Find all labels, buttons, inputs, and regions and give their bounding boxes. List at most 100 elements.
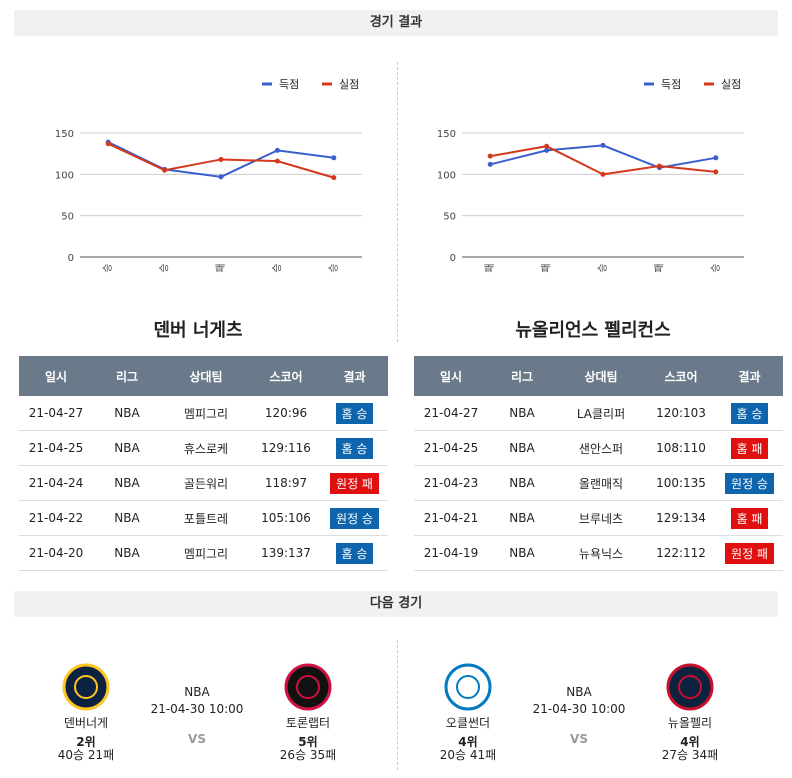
data-point (600, 142, 606, 148)
column-header: 상대팀 (161, 356, 251, 396)
cell-opponent: 골든워리 (161, 465, 251, 501)
result-badge: 홈 승 (730, 402, 769, 424)
x-tick-label: 승 (710, 263, 722, 272)
team-rank: 4위 (458, 735, 478, 749)
cell-opponent: 뉴욕닉스 (556, 535, 646, 571)
table-row: 21-04-21 NBA 브루네츠 129:134 홈 패 (414, 500, 783, 536)
cell-score: 100:135 (646, 465, 716, 501)
vs-label: VS (188, 732, 206, 746)
result-badge: 원정 승 (330, 507, 379, 529)
cell-score: 129:116 (251, 430, 321, 466)
line-chart: 0 50 100 150 승 승 패 승 승 득점 실점 (55, 78, 362, 273)
cell-result: 홈 패 (716, 500, 783, 536)
team-logo (284, 663, 332, 711)
cell-result: 홈 승 (321, 396, 388, 431)
team-short-name: 뉴올펠리 (667, 716, 713, 730)
data-point (600, 171, 606, 177)
logo-ring (666, 663, 714, 711)
team-logo (444, 663, 492, 711)
cell-result: 홈 승 (716, 396, 783, 431)
logo-ring (444, 663, 492, 711)
data-point (713, 169, 719, 175)
data-point (713, 155, 719, 161)
column-header: 리그 (488, 356, 556, 396)
data-point (162, 167, 168, 173)
legend-label: 득점 (279, 78, 299, 91)
column-header: 결과 (716, 356, 783, 396)
legend-label: 실점 (339, 78, 359, 91)
x-tick-label: 승 (159, 263, 171, 272)
team-record: 20승 41패 (439, 748, 497, 762)
cell-opponent: LA클리퍼 (556, 396, 646, 431)
result-badge: 홈 패 (730, 437, 769, 459)
logo-ring (284, 663, 332, 711)
column-header: 일시 (414, 356, 488, 396)
cell-score: 120:103 (646, 396, 716, 431)
cell-league: NBA (488, 500, 556, 536)
team-short-name: 토론랩터 (285, 716, 331, 730)
cell-score: 108:110 (646, 430, 716, 466)
cell-date: 21-04-19 (414, 535, 488, 571)
x-tick-label: 패 (653, 263, 665, 272)
section-header: 경기 결과 (14, 10, 778, 36)
logo-inner (296, 675, 320, 699)
cell-opponent: 멤피그리 (161, 535, 251, 571)
table-row: 21-04-27 NBA 멤피그리 120:96 홈 승 (19, 396, 388, 431)
cell-result: 홈 승 (321, 430, 388, 466)
cell-score: 120:96 (251, 396, 321, 431)
league: NBA (566, 685, 592, 699)
cell-opponent: 휴스로케 (161, 430, 251, 466)
series-line (489, 144, 716, 169)
table-row: 21-04-20 NBA 멤피그리 139:137 홈 승 (19, 535, 388, 571)
result-badge: 원정 패 (725, 542, 774, 564)
table-row: 21-04-24 NBA 골든워리 118:97 원정 패 (19, 465, 388, 501)
cell-date: 21-04-25 (414, 430, 488, 466)
divider (397, 62, 398, 342)
cell-league: NBA (93, 396, 161, 431)
cell-league: NBA (488, 465, 556, 501)
result-badge: 원정 승 (725, 472, 774, 494)
result-badge: 홈 승 (335, 542, 374, 564)
team-rank: 2위 (76, 735, 96, 749)
y-tick-label: 100 (437, 170, 456, 181)
cell-date: 21-04-27 (414, 396, 488, 431)
data-point (331, 175, 337, 181)
cell-score: 105:106 (251, 500, 321, 536)
cell-opponent: 샌안스퍼 (556, 430, 646, 466)
cell-league: NBA (93, 465, 161, 501)
cell-result: 원정 승 (716, 465, 783, 501)
logo-inner (456, 675, 480, 699)
data-point (487, 161, 493, 167)
column-header: 일시 (19, 356, 93, 396)
cell-date: 21-04-25 (19, 430, 93, 466)
cell-opponent: 멤피그리 (161, 396, 251, 431)
table-row: 21-04-19 NBA 뉴욕닉스 122:112 원정 패 (414, 535, 783, 571)
series-line (490, 145, 716, 176)
table-row: 21-04-25 NBA 샌안스퍼 108:110 홈 패 (414, 430, 783, 466)
logo-ring (62, 663, 110, 711)
column-header: 리그 (93, 356, 161, 396)
result-badge: 홈 승 (335, 402, 374, 424)
legend-label: 실점 (721, 78, 741, 91)
results-table: 일시 리그 상대팀 스코어 결과 21-04-27 NBA LA클리퍼 120:103 홈 승 21… (414, 356, 783, 571)
x-tick-label: 패 (541, 263, 553, 272)
y-tick-label: 150 (55, 129, 74, 140)
result-badge: 홈 패 (730, 507, 769, 529)
cell-date: 21-04-21 (414, 500, 488, 536)
column-header: 상대팀 (556, 356, 646, 396)
cell-result: 홈 승 (321, 535, 388, 571)
column-header: 결과 (321, 356, 388, 396)
cell-date: 21-04-27 (19, 396, 93, 431)
x-tick-label: 승 (271, 263, 283, 272)
result-badge: 홈 승 (335, 437, 374, 459)
cell-result: 원정 패 (321, 465, 388, 501)
data-point (105, 141, 111, 147)
data-point (656, 163, 662, 169)
results-table: 일시 리그 상대팀 스코어 결과 21-04-27 NBA 멤피그리 120:96 홈 승 21-0… (19, 356, 388, 571)
game-time: 21-04-30 10:00 (150, 702, 244, 716)
column-header: 스코어 (251, 356, 321, 396)
cell-league: NBA (93, 430, 161, 466)
y-tick-label: 0 (68, 253, 74, 264)
header-row: 일시 리그 상대팀 스코어 결과 (414, 356, 783, 396)
